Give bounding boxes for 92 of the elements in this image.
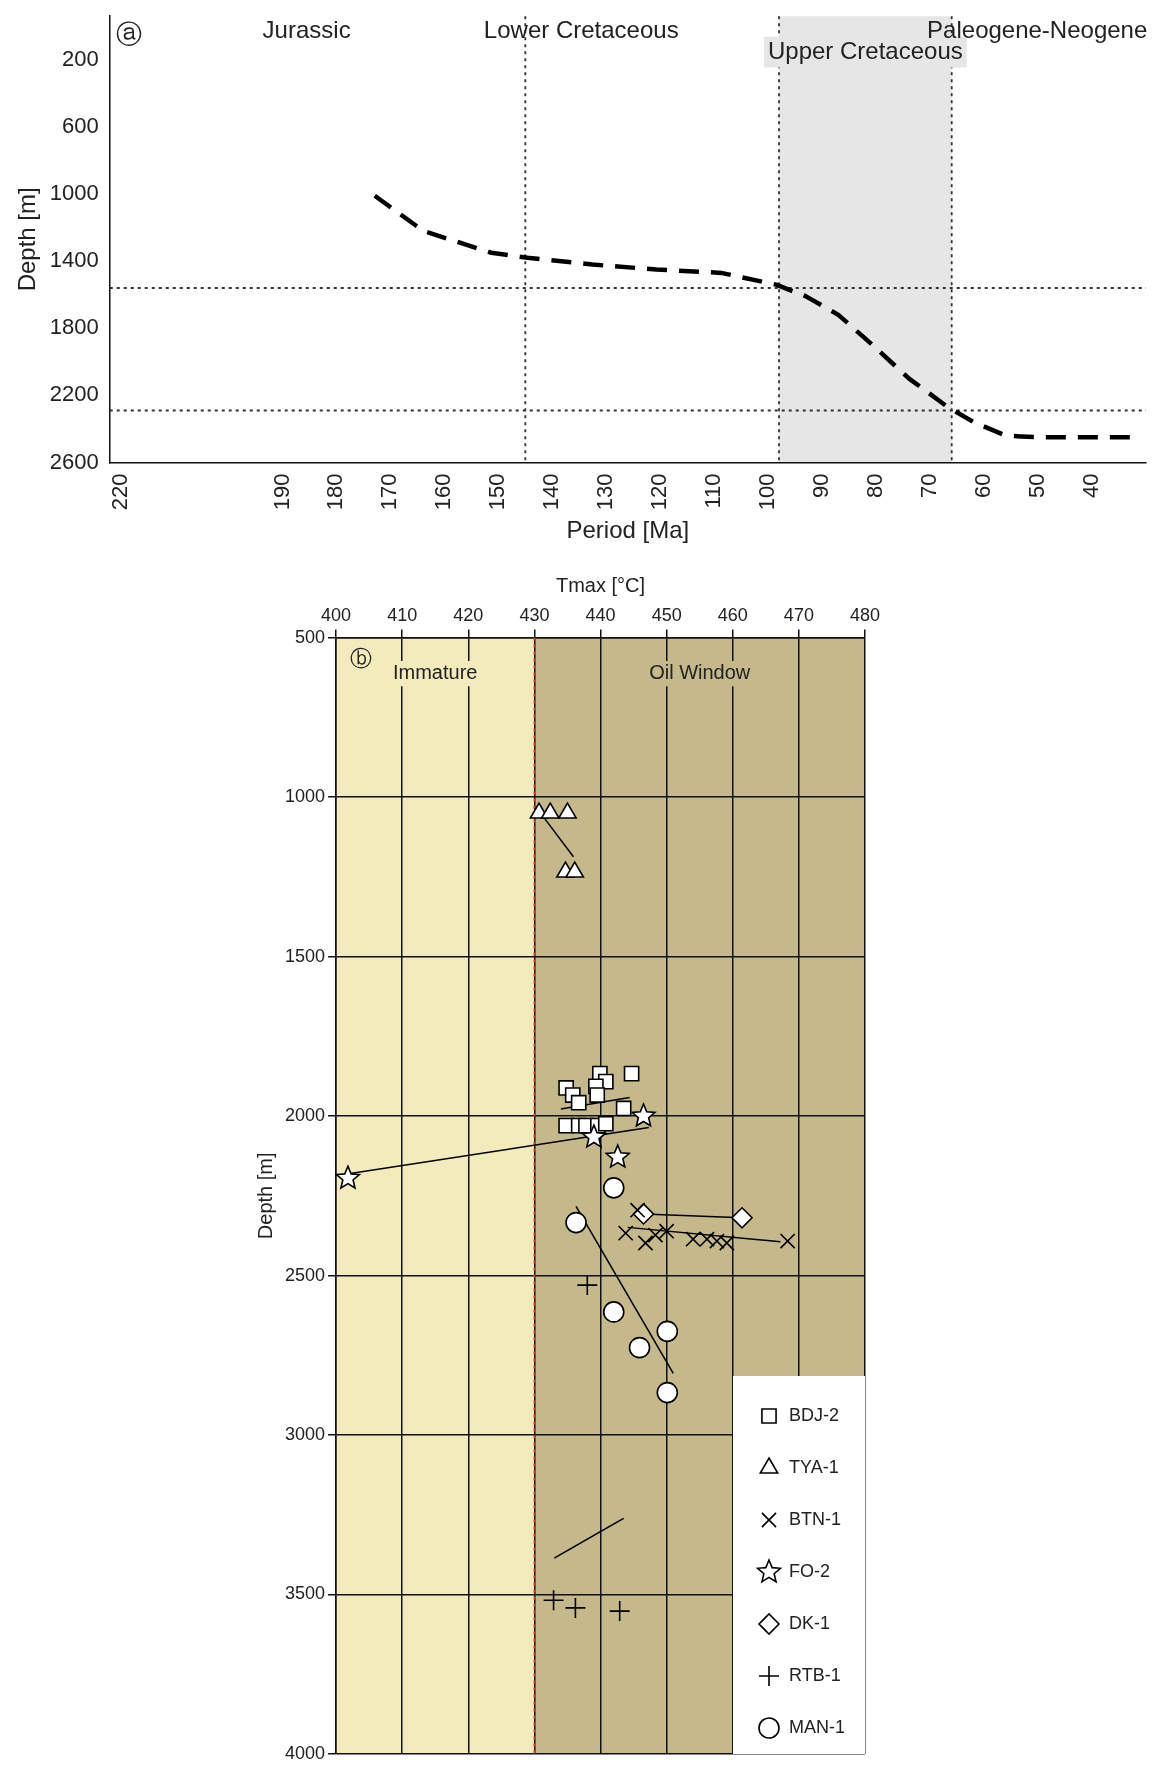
point: [656, 1320, 679, 1343]
point: [615, 1100, 632, 1117]
y-axis-title: Depth [m]: [13, 187, 41, 292]
y-tick-label: 3500: [285, 1583, 326, 1604]
point: [608, 1600, 631, 1622]
x-tick-label: 120: [646, 473, 672, 511]
legend-label: RTB-1: [789, 1664, 841, 1685]
annotation: Lower Cretaceous: [483, 16, 679, 44]
x-tick-label: 90: [808, 473, 834, 498]
x-tick-label: 480: [849, 604, 881, 625]
point: [564, 1597, 587, 1619]
point: [699, 1231, 715, 1248]
x-tick-label: 420: [453, 604, 484, 625]
point: [647, 1227, 664, 1243]
x-tick-label: 40: [1078, 473, 1104, 498]
x-tick-label: 170: [376, 473, 402, 511]
x-tick-label: 440: [585, 604, 616, 625]
point: [685, 1231, 701, 1248]
point: [602, 1177, 625, 1199]
point: [605, 1144, 630, 1168]
y-tick-label: 200: [62, 45, 99, 71]
point: [623, 1065, 640, 1082]
x-tick-label: 70: [916, 473, 942, 498]
point: [570, 1094, 587, 1111]
y-tick-label: 1400: [49, 247, 99, 273]
point: [581, 1124, 607, 1148]
x-tick-label: 60: [970, 473, 996, 498]
point: [631, 1103, 656, 1127]
y-tick-label: 1000: [49, 180, 99, 206]
x-tick-label: 460: [717, 604, 748, 625]
point: [628, 1336, 651, 1359]
y-tick-label: 3000: [285, 1424, 326, 1444]
legend-label: DK-1: [789, 1612, 831, 1633]
y-tick-label: 2600: [49, 448, 99, 474]
point: [779, 1233, 796, 1249]
x-tick-label: 140: [538, 473, 564, 511]
x-tick-label: 470: [783, 604, 814, 625]
point: [718, 1235, 735, 1251]
y-tick-label: 1000: [285, 786, 326, 807]
band-label: Oil Window: [649, 661, 751, 684]
x-tick-label: 150: [484, 473, 510, 511]
point: [335, 1165, 361, 1189]
x-axis-title: Period [Ma]: [566, 516, 690, 544]
y-tick-label: 2200: [49, 381, 99, 407]
x-tick-label: 430: [519, 604, 550, 625]
y-tick-label: 2500: [285, 1264, 326, 1285]
legend-label: MAN-1: [789, 1716, 846, 1737]
point: [656, 1381, 679, 1404]
x-tick-label: 220: [106, 473, 132, 511]
y-tick-label: 1500: [285, 945, 326, 966]
point: [565, 861, 585, 878]
point: [602, 1301, 625, 1323]
x-tick-label: 180: [322, 473, 348, 511]
point: [709, 1233, 725, 1249]
line-series: [372, 193, 1133, 440]
legend-label: FO-2: [789, 1560, 831, 1581]
point: [540, 802, 560, 819]
x-tick-label: 80: [862, 473, 888, 498]
point: [617, 1225, 634, 1241]
point: [597, 1115, 614, 1132]
point: [558, 802, 577, 819]
y-tick-label: 4000: [285, 1742, 326, 1763]
legend-label: BTN-1: [789, 1508, 842, 1529]
x-tick-label: 450: [651, 604, 682, 625]
annotation: ⓑ: [350, 645, 373, 671]
annotation: ⓐ: [116, 18, 143, 49]
point: [637, 1235, 654, 1251]
band-label: Immature: [392, 661, 478, 684]
point: [589, 1087, 606, 1103]
x-tick-label: 410: [387, 604, 418, 625]
y-axis-title: Depth [m]: [253, 1152, 276, 1240]
x-tick-label: 130: [592, 473, 618, 511]
x-tick-label: 160: [430, 473, 456, 511]
point: [731, 1207, 753, 1229]
x-tick-label: 190: [268, 473, 294, 511]
legend-label: BDJ-2: [789, 1404, 840, 1425]
point: [542, 1589, 565, 1612]
y-tick-label: 1800: [49, 314, 99, 340]
x-tick-label: 110: [700, 473, 726, 509]
y-tick-label: 2000: [285, 1105, 326, 1126]
annotation: Jurassic: [262, 16, 351, 44]
x-axis-title: Tmax [°C]: [555, 573, 646, 596]
legend-label: TYA-1: [789, 1456, 839, 1477]
x-tick-label: 400: [321, 604, 352, 625]
point: [565, 1211, 587, 1234]
x-tick-label: 100: [754, 473, 780, 511]
point: [576, 1274, 599, 1296]
x-tick-label: 50: [1024, 473, 1050, 498]
annotation: Paleogene-Neogene: [927, 16, 1148, 44]
y-tick-label: 600: [62, 113, 99, 138]
y-tick-label: 500: [295, 626, 326, 647]
point: [658, 1223, 675, 1240]
